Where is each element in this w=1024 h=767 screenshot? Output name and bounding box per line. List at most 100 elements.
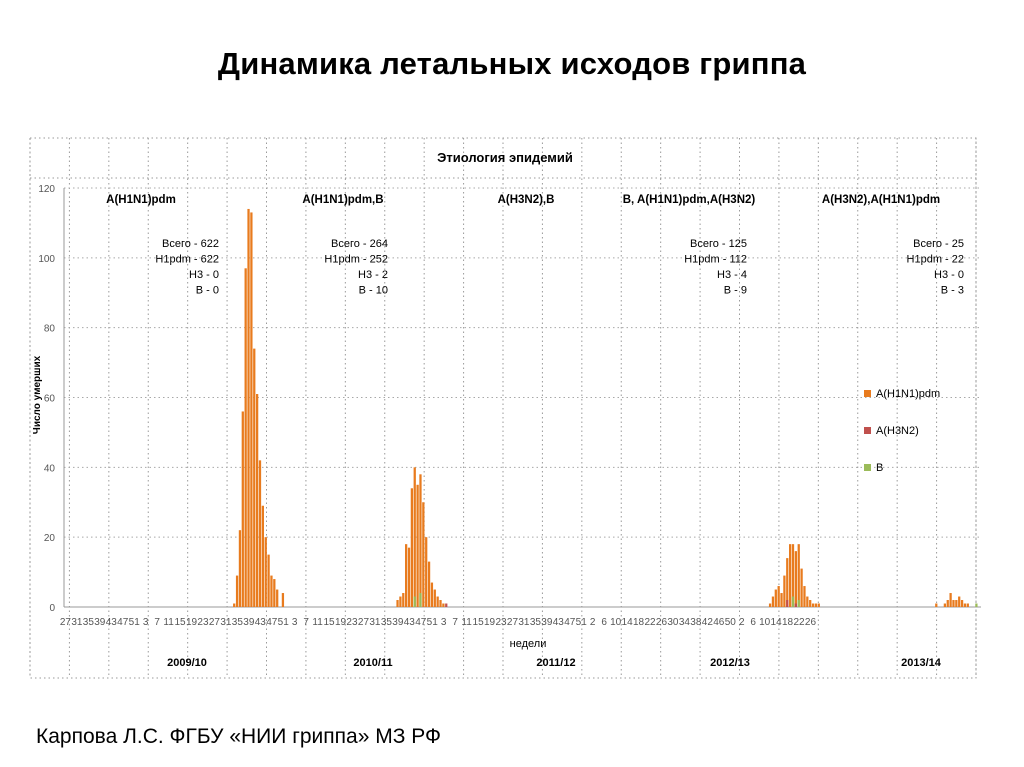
bar <box>276 589 279 607</box>
y-axis-label: Число умерших <box>32 355 43 434</box>
bar <box>405 544 408 607</box>
bar <box>949 593 952 607</box>
season-etiology-label: A(H3N2),A(H1N1)pdm <box>822 194 940 206</box>
bar <box>233 603 236 607</box>
bar <box>261 505 264 607</box>
bar <box>943 603 947 607</box>
y-tick-label: 0 <box>49 603 55 614</box>
y-tick-label: 120 <box>38 184 55 195</box>
bar <box>817 603 820 607</box>
bar <box>250 212 253 608</box>
x-tick-label: 38 <box>690 617 702 628</box>
x-tick-label: 51 <box>278 617 290 628</box>
bar <box>442 603 445 607</box>
x-tick-label: 23 <box>495 617 507 628</box>
bar <box>955 600 958 607</box>
bar <box>270 575 273 607</box>
bar <box>777 586 780 607</box>
x-tick-label: 23 <box>197 617 209 628</box>
bar <box>425 537 428 607</box>
legend-swatch <box>864 464 871 471</box>
x-tick-label: 14 <box>771 617 783 628</box>
bar <box>786 600 789 607</box>
chart-title: Этиология эпидемий <box>437 150 573 165</box>
x-tick-label: 19 <box>335 617 347 628</box>
bar <box>238 530 242 607</box>
bar <box>235 575 239 607</box>
bar <box>803 586 806 607</box>
bar <box>780 593 783 607</box>
x-tick-label: 11 <box>312 617 323 628</box>
y-tick-label: 60 <box>44 394 56 405</box>
bar <box>814 603 818 607</box>
x-tick-label: 31 <box>71 617 83 628</box>
bar <box>267 554 270 607</box>
bar <box>789 544 792 607</box>
bar <box>419 474 422 607</box>
legend-label: A(H1N1)pdm <box>876 388 940 400</box>
bar <box>794 603 797 607</box>
season-label: 2012/13 <box>710 657 750 669</box>
x-tick-label: 3 <box>292 617 298 628</box>
x-tick-label: 35 <box>381 617 393 628</box>
x-tick-label: 10 <box>610 617 622 628</box>
season-stat-line: Всего - 622 <box>162 238 219 250</box>
legend-swatch <box>864 427 871 434</box>
x-tick-label: 51 <box>576 617 588 628</box>
season-stat-line: B - 0 <box>196 285 219 297</box>
season-label: 2010/11 <box>353 657 392 669</box>
x-tick-label: 6 <box>601 617 607 628</box>
bar <box>247 208 250 607</box>
bar <box>958 596 961 607</box>
bar <box>960 600 964 607</box>
x-tick-label: 43 <box>255 617 267 628</box>
bar <box>809 600 812 607</box>
x-tick-label: 27 <box>209 617 221 628</box>
x-tick-label: 27 <box>507 617 519 628</box>
x-tick-label: 46 <box>713 617 725 628</box>
etiology-chart: Этиология эпидемий 0 20 40 60 80 100 120 Число у… <box>29 137 981 679</box>
x-tick-label: 27 <box>358 617 370 628</box>
x-tick-label: 26 <box>805 617 817 628</box>
bar <box>794 551 797 607</box>
season-stat-line: H3 - 2 <box>358 269 388 281</box>
season-stat-line: H1pdm - 622 <box>155 254 219 266</box>
season-etiology-label: B, A(H1N1)pdm,A(H3N2) <box>623 194 756 206</box>
x-tick-label: 10 <box>759 617 771 628</box>
x-tick-label: 43 <box>106 617 118 628</box>
bar <box>966 603 969 607</box>
x-tick-label: 35 <box>83 617 95 628</box>
bar <box>797 544 800 607</box>
y-tick-label: 80 <box>44 324 56 335</box>
bar <box>800 568 803 607</box>
x-tick-label: 7 <box>154 617 160 628</box>
x-tick-label: 19 <box>484 617 496 628</box>
x-tick-label: 19 <box>186 617 198 628</box>
x-tick-label: 31 <box>518 617 530 628</box>
x-tick-label: 7 <box>303 617 309 628</box>
x-tick-label: 43 <box>553 617 565 628</box>
x-tick-label: 18 <box>633 617 645 628</box>
x-tick-label: 34 <box>679 617 691 628</box>
bar <box>410 488 414 607</box>
season-label: 2011/12 <box>536 657 575 669</box>
x-tick-label: 11 <box>163 617 174 628</box>
bar <box>430 582 434 607</box>
x-tick-label: 47 <box>564 617 576 628</box>
bar <box>399 596 402 607</box>
bar <box>975 603 978 607</box>
x-tick-label: 50 <box>725 617 737 628</box>
bar <box>797 600 800 607</box>
bar <box>771 596 775 607</box>
x-tick-label: 26 <box>656 617 668 628</box>
y-tick-label: 100 <box>38 254 55 265</box>
y-tick-label: 40 <box>44 463 56 474</box>
bar <box>258 460 262 607</box>
x-tick-label: 27 <box>60 617 72 628</box>
x-tick-label: 3 <box>143 617 149 628</box>
x-tick-label: 31 <box>220 617 232 628</box>
x-tick-label: 15 <box>324 617 336 628</box>
bar <box>439 600 442 607</box>
bar <box>402 593 405 607</box>
x-tick-label: 18 <box>782 617 794 628</box>
